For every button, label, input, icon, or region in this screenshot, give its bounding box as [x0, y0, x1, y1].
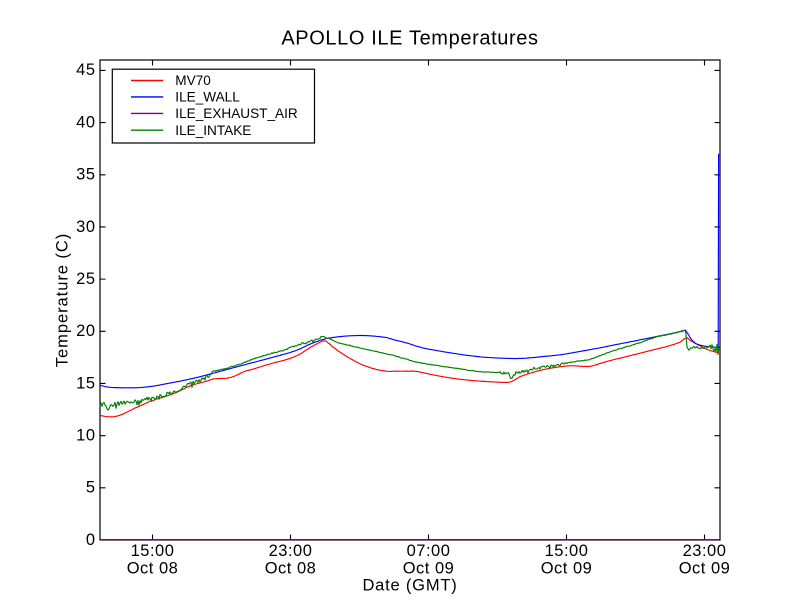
svg-text:0: 0 [86, 531, 96, 549]
svg-text:15:00: 15:00 [131, 542, 175, 560]
svg-text:23:00: 23:00 [269, 542, 313, 560]
svg-text:5: 5 [86, 479, 96, 497]
svg-text:Temperature (C): Temperature (C) [54, 233, 72, 367]
svg-text:Oct 09: Oct 09 [679, 560, 731, 578]
svg-text:23:00: 23:00 [683, 542, 727, 560]
svg-text:Oct 08: Oct 08 [127, 560, 179, 578]
svg-text:Oct 08: Oct 08 [265, 560, 317, 578]
svg-text:40: 40 [76, 113, 95, 131]
svg-text:MV70: MV70 [175, 73, 211, 88]
svg-text:APOLLO ILE Temperatures: APOLLO ILE Temperatures [281, 27, 538, 49]
svg-text:07:00: 07:00 [407, 542, 451, 560]
svg-text:35: 35 [76, 166, 95, 184]
svg-text:20: 20 [76, 322, 95, 340]
svg-text:30: 30 [76, 218, 95, 236]
svg-text:10: 10 [76, 427, 95, 445]
svg-text:Oct 09: Oct 09 [541, 560, 593, 578]
svg-text:45: 45 [76, 61, 95, 79]
svg-text:Oct 09: Oct 09 [403, 560, 455, 578]
svg-text:ILE_INTAKE: ILE_INTAKE [175, 123, 251, 138]
svg-text:ILE_WALL: ILE_WALL [175, 90, 240, 105]
svg-text:ILE_EXHAUST_AIR: ILE_EXHAUST_AIR [175, 106, 298, 121]
svg-text:15: 15 [76, 374, 95, 392]
svg-text:Date (GMT): Date (GMT) [362, 577, 457, 595]
svg-text:25: 25 [76, 270, 95, 288]
svg-text:15:00: 15:00 [545, 542, 589, 560]
